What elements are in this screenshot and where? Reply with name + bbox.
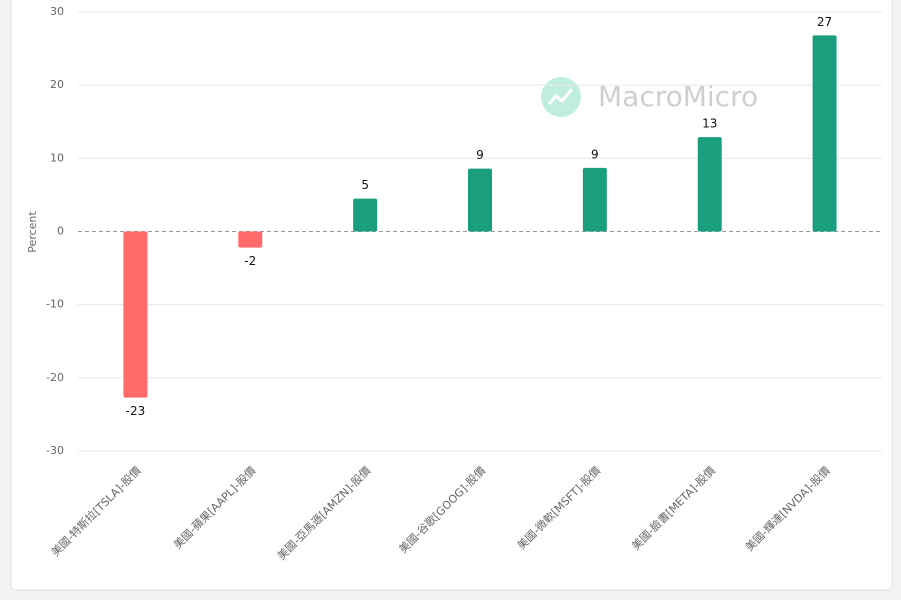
value-label: 27 <box>817 15 832 29</box>
value-label: -23 <box>126 404 146 418</box>
bar <box>468 168 492 232</box>
y-tick-label: -30 <box>46 444 64 457</box>
y-tick-label: -20 <box>46 371 64 384</box>
bar <box>697 137 722 232</box>
bar <box>812 35 837 232</box>
bar <box>582 167 607 232</box>
bar <box>238 231 263 248</box>
bar <box>123 231 148 398</box>
value-label: -2 <box>244 254 256 268</box>
y-tick-label: -10 <box>46 298 64 311</box>
y-axis-label: Percent <box>26 211 39 253</box>
value-label: 13 <box>702 117 717 131</box>
value-label: 9 <box>591 147 599 161</box>
y-tick-label: 10 <box>50 151 64 164</box>
value-label: 9 <box>476 148 484 162</box>
value-label: 5 <box>361 178 369 192</box>
card <box>10 0 893 591</box>
y-tick-label: 30 <box>50 5 64 18</box>
y-tick-label: 0 <box>57 225 64 238</box>
watermark-logo <box>541 77 581 117</box>
bar <box>353 198 378 232</box>
y-tick-label: 20 <box>50 78 64 91</box>
